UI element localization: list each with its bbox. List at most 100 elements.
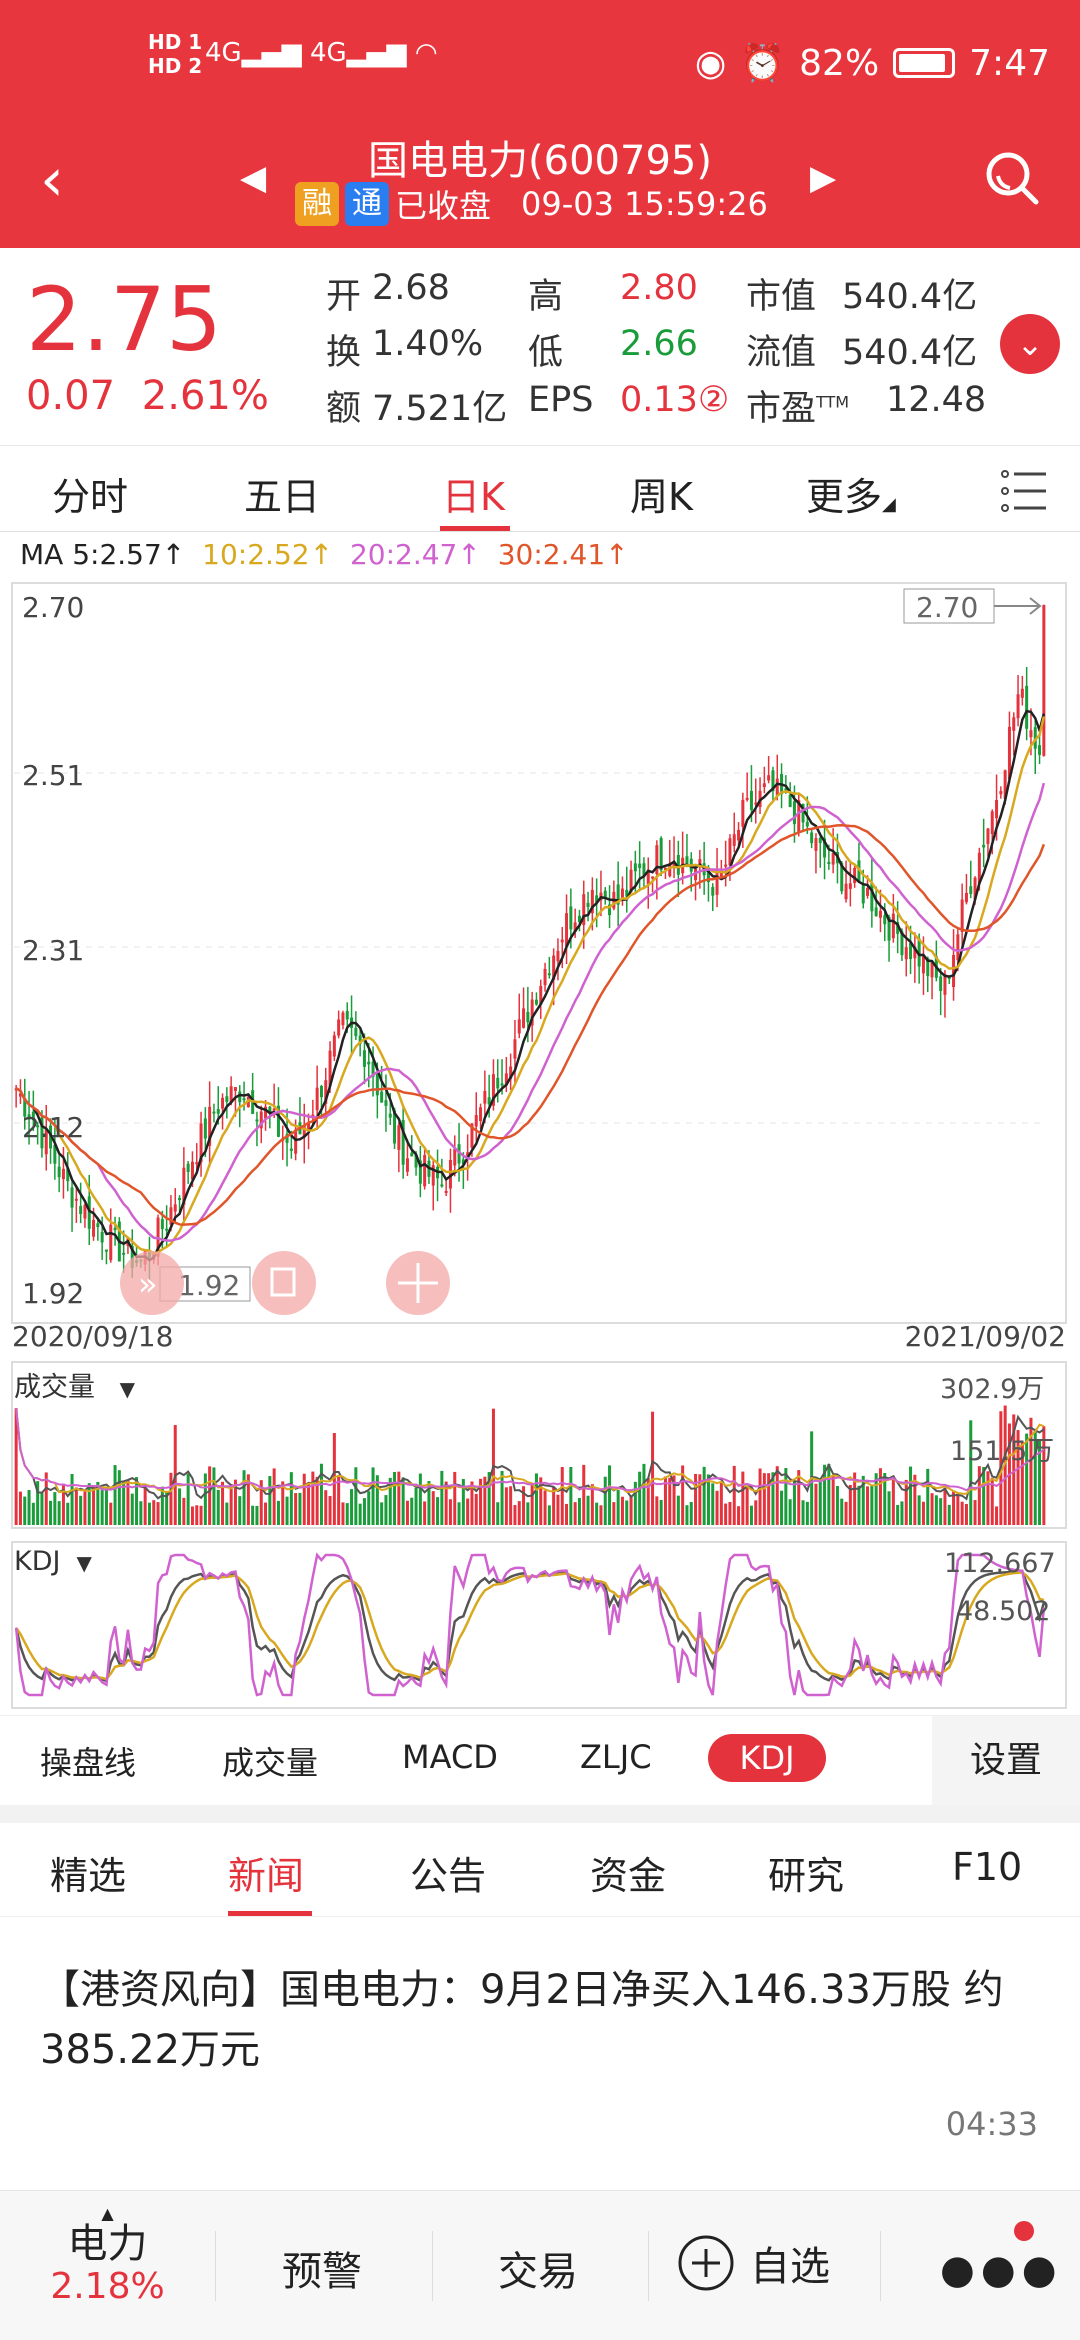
- volume-bar: [367, 1491, 371, 1525]
- candle: [784, 788, 788, 791]
- volume-bar: [117, 1470, 121, 1525]
- divider: [0, 1805, 1080, 1823]
- kdj-max-label: 112.667: [944, 1548, 1056, 1579]
- ind-kdj[interactable]: KDJ: [708, 1734, 826, 1782]
- candle: [448, 1159, 452, 1189]
- volume-bar: [982, 1467, 986, 1525]
- candle: [797, 800, 801, 832]
- turnover-value: 1.40%: [372, 324, 484, 364]
- candle: [663, 867, 667, 871]
- candle: [530, 999, 534, 1026]
- scroll-left-icon[interactable]: [120, 1251, 184, 1315]
- volume-bar: [427, 1481, 431, 1525]
- volume-bar: [952, 1490, 956, 1525]
- alert-button[interactable]: 预警: [282, 2249, 362, 2295]
- tab-news[interactable]: 新闻: [228, 1854, 305, 1898]
- candle: [741, 799, 745, 827]
- candle: [457, 1144, 461, 1164]
- candle: [861, 884, 865, 904]
- ma20-value: 20:2.47↑: [349, 538, 481, 571]
- tab-intraday[interactable]: 分时: [52, 475, 129, 519]
- kline-grid: [14, 772, 1046, 1124]
- ind-operate-line[interactable]: 操盘线: [40, 1744, 137, 1782]
- x-start-date: 2020/09/18: [12, 1320, 174, 1353]
- candle: [814, 838, 818, 851]
- candle: [238, 1091, 242, 1103]
- volume-bar: [964, 1503, 968, 1525]
- tab-more[interactable]: 更多◢: [806, 475, 896, 519]
- margin-badge: 融: [295, 182, 339, 226]
- tab-f10[interactable]: F10: [952, 1845, 1023, 1889]
- volume-bar: [711, 1483, 715, 1525]
- chart-settings-button[interactable]: 设置: [932, 1716, 1080, 1806]
- list-settings-icon[interactable]: [1000, 466, 1050, 516]
- volume-bar: [375, 1475, 379, 1525]
- market-state: 已收盘: [395, 187, 492, 225]
- volume-bar: [182, 1497, 186, 1525]
- volume-bar: [724, 1503, 728, 1525]
- trade-button[interactable]: 交易: [498, 2249, 578, 2295]
- candle: [848, 883, 852, 889]
- volume-chart[interactable]: 302.9万 151.5万: [0, 1360, 1080, 1530]
- tab-weekly-k[interactable]: 周K: [630, 475, 693, 519]
- candle: [1012, 717, 1016, 731]
- volume-bar: [801, 1500, 805, 1525]
- candle: [883, 915, 887, 925]
- volume-bar: [169, 1472, 173, 1525]
- volume-bar: [676, 1495, 680, 1525]
- volume-bar: [513, 1505, 517, 1525]
- watchlist-button[interactable]: 自选: [676, 2233, 830, 2293]
- volume-bar: [268, 1476, 272, 1525]
- pe-value: 12.48: [886, 380, 987, 420]
- tab-daily-k[interactable]: 日K: [442, 475, 505, 519]
- next-stock-icon[interactable]: ▶: [810, 158, 837, 198]
- candle: [66, 1168, 70, 1182]
- tab-five-day[interactable]: 五日: [244, 475, 321, 519]
- volume-bar: [909, 1466, 913, 1525]
- last-price: 2.75: [26, 268, 222, 371]
- volume-bar: [276, 1500, 280, 1525]
- tab-research[interactable]: 研究: [768, 1854, 845, 1898]
- ind-macd[interactable]: MACD: [402, 1738, 498, 1776]
- volume-bar: [995, 1506, 999, 1525]
- volume-bar: [233, 1479, 237, 1525]
- tab-funds[interactable]: 资金: [590, 1854, 667, 1898]
- candle: [354, 1027, 358, 1037]
- kdj-chart[interactable]: 112.667 48.502 KDJ ▼: [0, 1540, 1080, 1710]
- back-icon[interactable]: ‹: [40, 145, 64, 215]
- connect-badge: 通: [345, 182, 389, 226]
- candle: [31, 1111, 35, 1121]
- volume-bar: [337, 1476, 341, 1525]
- candle: [642, 863, 646, 876]
- volume-bar: [552, 1487, 556, 1525]
- volume-bar: [835, 1486, 839, 1525]
- candle: [405, 1158, 409, 1172]
- news-headline[interactable]: 【港资风向】国电电力：9月2日净买入146.33万股 约385.22万元: [40, 1967, 1004, 2073]
- volume-bar: [672, 1475, 676, 1525]
- candle: [418, 1160, 422, 1184]
- sector-button[interactable]: ▲ 电力 2.18%: [0, 2206, 215, 2307]
- ind-zljc[interactable]: ZLJC: [580, 1738, 652, 1776]
- candle: [18, 1093, 22, 1097]
- notification-dot: [1014, 2221, 1034, 2241]
- rotate-icon[interactable]: [252, 1251, 316, 1315]
- volume-label[interactable]: 成交量 ▼: [14, 1372, 135, 1403]
- expand-quote-button[interactable]: ⌄: [1000, 314, 1060, 374]
- candle: [943, 974, 947, 995]
- volume-bar: [728, 1501, 732, 1525]
- kline-chart[interactable]: 2.70 2.51 2.31 2.12 1.92 2.70 1.92 »: [0, 575, 1080, 1325]
- tab-featured[interactable]: 精选: [50, 1854, 127, 1898]
- candle: [1038, 745, 1042, 755]
- tab-announcements[interactable]: 公告: [410, 1854, 487, 1898]
- volume-bar: [242, 1470, 246, 1525]
- ind-volume[interactable]: 成交量: [222, 1744, 319, 1782]
- candle: [543, 968, 547, 986]
- float-label: 流值: [746, 333, 817, 373]
- candle: [939, 976, 943, 991]
- volume-bar: [203, 1473, 207, 1525]
- prev-stock-icon[interactable]: ◀: [240, 158, 267, 198]
- search-icon[interactable]: [982, 148, 1042, 208]
- ma5-value: MA 5:2.57↑: [20, 538, 186, 571]
- candle: [728, 838, 732, 866]
- more-menu-icon[interactable]: ●●●: [940, 2247, 1063, 2293]
